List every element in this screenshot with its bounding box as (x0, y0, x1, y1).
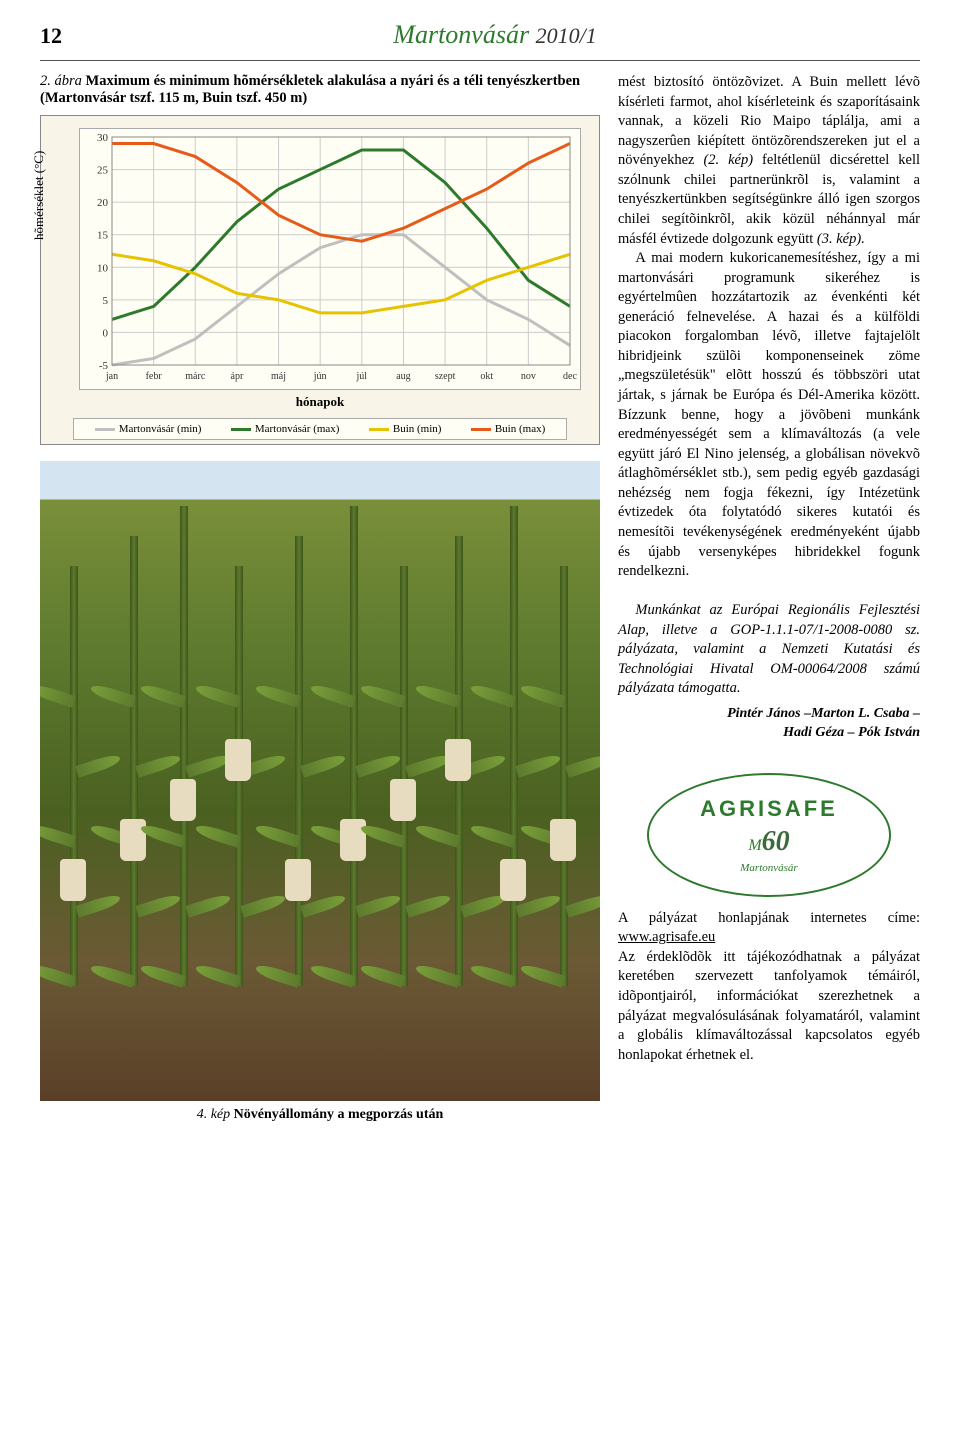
figure4-caption: 4. kép Növényállomány a megporzás után (40, 1107, 600, 1123)
legend-item: Buin (min) (369, 423, 442, 435)
figure4-label: 4. kép (197, 1107, 230, 1122)
figure2-title: 2. ábra Maximum és minimum hõmérsékletek… (40, 73, 600, 107)
acknowledgement: Munkánkat az Európai Regionális Fejleszt… (618, 601, 920, 699)
agrisafe-logo: AGRISAFE M60 Martonvásár (647, 773, 891, 897)
body-p1: mést biztosító öntözõvizet. A Buin melle… (618, 73, 920, 249)
svg-text:dec: dec (563, 371, 577, 382)
agrisafe-body: Az érdeklõdõk itt tájékozódhatnak a pály… (618, 949, 920, 1063)
header-rule (40, 60, 920, 61)
legend-swatch (369, 428, 389, 431)
legend-swatch (471, 428, 491, 431)
svg-text:ápr: ápr (231, 371, 244, 382)
svg-text:5: 5 (103, 295, 109, 307)
authors-line2: Hadi Géza – Pók István (618, 724, 920, 743)
masthead-title: Martonvásár (393, 20, 529, 49)
svg-text:jan: jan (105, 371, 118, 382)
svg-text:jún: jún (313, 371, 327, 382)
ref-3kep: (3. kép). (817, 231, 865, 247)
svg-text:25: 25 (97, 165, 109, 177)
masthead: Martonvásár 2010/1 (70, 20, 920, 50)
svg-text:30: 30 (97, 132, 109, 144)
legend-swatch (231, 428, 251, 431)
ref-2kep: (2. kép) (703, 152, 753, 168)
authors-line1: Pintér János –Marton L. Csaba – (618, 705, 920, 724)
masthead-year: 2010/1 (536, 23, 597, 48)
page-number: 12 (40, 23, 70, 49)
agrisafe-url[interactable]: www.agrisafe.eu (618, 929, 715, 945)
svg-text:febr: febr (146, 371, 163, 382)
temperature-chart: -5051015202530janfebrmárcáprmájjúnjúlaug… (79, 128, 581, 390)
legend-item: Buin (max) (471, 423, 545, 435)
agrisafe-logo-sub: M60 (748, 823, 789, 861)
agrisafe-logo-city: Martonvásár (740, 861, 797, 876)
agrisafe-intro: A pályázat honlapjának internetes címe: (618, 910, 920, 926)
svg-text:nov: nov (521, 371, 536, 382)
svg-text:márc: márc (185, 371, 206, 382)
legend-label: Martonvásár (min) (119, 423, 202, 435)
agrisafe-logo-text: AGRISAFE (700, 794, 838, 824)
legend-swatch (95, 428, 115, 431)
svg-text:0: 0 (103, 327, 109, 339)
body-p2: A mai modern kukoricanemesítéshez, így a… (618, 249, 920, 582)
figure2-label: 2. ábra (40, 73, 82, 89)
agrisafe-box: AGRISAFE M60 Martonvásár A pályázat honl… (618, 773, 920, 1066)
legend-label: Buin (max) (495, 423, 545, 435)
body-column: mést biztosító öntözõvizet. A Buin melle… (618, 73, 920, 1123)
chart-ylabel: hõmérséklet (°C) (31, 151, 47, 240)
svg-text:aug: aug (396, 371, 410, 382)
authors: Pintér János –Marton L. Csaba – Hadi Géz… (618, 705, 920, 743)
svg-text:20: 20 (97, 197, 109, 209)
legend-label: Martonvásár (max) (255, 423, 340, 435)
svg-text:júl: júl (356, 371, 368, 382)
svg-text:okt: okt (480, 371, 493, 382)
chart-container: hõmérséklet (°C) -5051015202530janfebrmá… (40, 115, 600, 445)
figure2-title-text: Maximum és minimum hõmérsékletek alakulá… (40, 73, 580, 106)
svg-text:10: 10 (97, 262, 109, 274)
svg-text:szept: szept (435, 371, 456, 382)
legend-label: Buin (min) (393, 423, 442, 435)
chart-legend: Martonvásár (min) Martonvásár (max) Buin (… (73, 418, 567, 440)
chart-xlabel: hónapok (51, 394, 589, 410)
field-photo (40, 461, 600, 1101)
svg-text:máj: máj (271, 371, 286, 382)
agrisafe-text: A pályázat honlapjának internetes címe: … (618, 909, 920, 1066)
svg-text:15: 15 (97, 230, 109, 242)
legend-item: Martonvásár (max) (231, 423, 340, 435)
figure4-caption-text: Növényállomány a megporzás után (234, 1107, 444, 1122)
legend-item: Martonvásár (min) (95, 423, 202, 435)
